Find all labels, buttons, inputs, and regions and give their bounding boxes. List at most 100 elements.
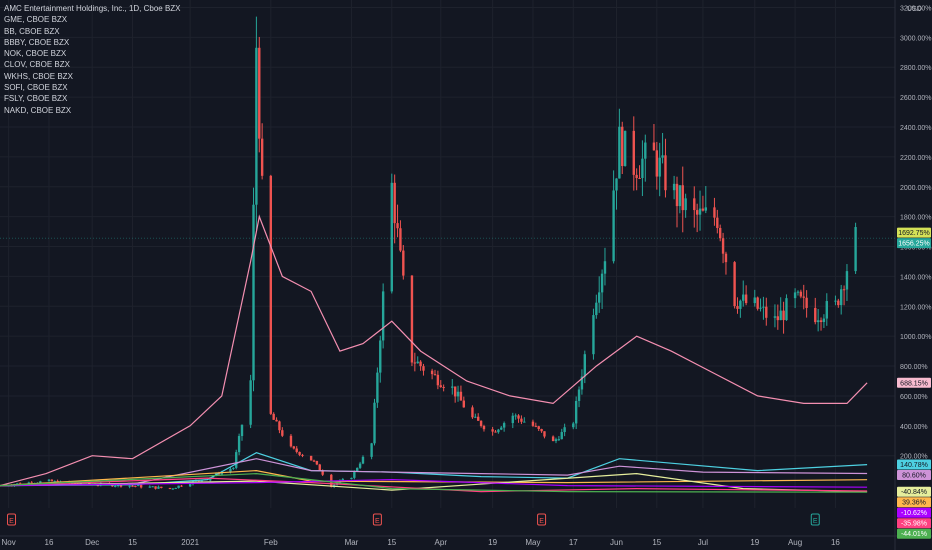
candle-body: [309, 455, 313, 461]
candle-body: [413, 362, 417, 364]
legend-item-sofi[interactable]: SOFI, CBOE BZX: [4, 83, 68, 93]
time-axis[interactable]: Nov 16 Dec 15 2021 Feb Mar 15 Apr 19 May 17 Jun 15 Jul…: [2, 538, 841, 547]
x-tick-label: 15: [652, 538, 661, 547]
candle-body: [583, 354, 587, 377]
x-tick-label: 19: [750, 538, 759, 547]
candle-body: [592, 315, 595, 355]
candle-body: [433, 374, 437, 376]
candle-body: [742, 294, 745, 301]
value-badge: -10.62%: [897, 507, 931, 518]
x-tick-label: 16: [45, 538, 54, 547]
value-badge: 39.36%: [897, 497, 931, 508]
legend-item-gme[interactable]: GME, CBOE BZX: [4, 15, 68, 25]
candle-body: [200, 480, 203, 482]
candle-body: [842, 289, 846, 291]
candle-body: [260, 138, 264, 176]
x-tick-label: Jul: [698, 538, 708, 547]
currency-label: USD: [907, 6, 922, 13]
legend-item-nakd[interactable]: NAKD, CBOE BZX: [4, 105, 72, 115]
candle-body: [361, 456, 365, 464]
y-tick-label: 1200.00%: [900, 304, 932, 311]
candle-body: [494, 431, 497, 433]
x-tick-label: Feb: [264, 538, 278, 547]
candle-body: [50, 479, 54, 482]
candle-body: [410, 275, 414, 363]
candle-body: [39, 481, 42, 483]
chart-legend: AMC Entertainment Holdings, Inc., 1D, Cb…: [4, 3, 181, 116]
candle-body: [753, 297, 756, 304]
candle-body: [623, 130, 627, 167]
candle-body: [681, 185, 684, 211]
candle-body: [471, 407, 474, 418]
candle-body: [128, 485, 131, 487]
legend-item-fsly[interactable]: FSLY, CBOE BZX: [4, 94, 68, 104]
candle-body: [560, 432, 563, 440]
legend-item-nok[interactable]: NOK, CBOE BZX: [4, 49, 67, 59]
earnings-marker-frame: [7, 513, 17, 526]
candle-body: [759, 307, 762, 309]
candle-body: [180, 485, 183, 487]
value-badge-bg: [897, 377, 931, 388]
legend-item-clov[interactable]: CLOV, CBOE BZX: [4, 60, 70, 70]
candle-body: [220, 472, 224, 475]
candle-body: [301, 454, 304, 456]
earnings-marker-frame: [537, 513, 547, 526]
candle-body: [419, 361, 422, 367]
price-axis[interactable]: 3200.00% 3000.00% 2800.00% 2600.00% 2400.00%…: [900, 5, 932, 460]
candle-body: [275, 419, 278, 422]
candle-body: [756, 297, 759, 309]
candle-body: [695, 210, 699, 215]
candle-body: [396, 223, 399, 229]
value-badge-label: 39.36%: [902, 500, 926, 507]
x-tick-label: 17: [569, 538, 578, 547]
legend-title[interactable]: AMC Entertainment Holdings, Inc., 1D, Cb…: [4, 4, 181, 13]
candle-body: [482, 425, 486, 430]
candle-body: [422, 366, 425, 371]
candle-body: [459, 391, 463, 401]
candle-body: [837, 300, 840, 306]
y-tick-label: 1800.00%: [900, 215, 932, 222]
candle-body: [134, 485, 137, 487]
legend-item-bbby[interactable]: BBBY, CBOE BZX: [4, 37, 70, 47]
candle-body: [252, 204, 255, 381]
x-tick-label: Jun: [610, 538, 623, 547]
candle-body: [497, 429, 500, 433]
last-value-badges: 1692.75% 1656.25% 688.15% 140.78% 80.60% -40.…: [897, 227, 931, 539]
candle-body: [174, 487, 177, 489]
candle-body: [358, 463, 362, 468]
earnings-marker-frame: [810, 513, 820, 526]
candle-body: [298, 451, 301, 455]
x-tick-label: 19: [488, 538, 497, 547]
candle-body: [773, 316, 777, 318]
y-tick-label: 1400.00%: [900, 274, 932, 281]
candle-body: [229, 468, 232, 473]
candle-body: [436, 374, 440, 386]
candle-body: [618, 126, 621, 179]
legend-item-bb[interactable]: BB, CBOE BZX: [4, 26, 60, 36]
candle-body: [776, 316, 780, 321]
y-tick-label: 2800.00%: [900, 65, 932, 72]
candle-body: [739, 300, 742, 309]
candle-body: [531, 421, 535, 426]
candle-body: [514, 415, 517, 417]
candle-body: [523, 421, 526, 423]
candle-body: [350, 477, 353, 480]
value-badge-label: 688.15%: [900, 380, 928, 387]
candle-body: [47, 479, 51, 482]
value-badge: -35.98%: [897, 518, 931, 529]
legend-item-wkhs[interactable]: WKHS, CBOE BZX: [4, 71, 73, 81]
candle-body: [151, 486, 154, 488]
candle-body: [672, 183, 676, 191]
candle-body: [834, 300, 837, 302]
candle-body: [661, 155, 664, 158]
candle-body: [278, 421, 281, 431]
x-tick-label: 16: [831, 538, 840, 547]
x-tick-label: May: [525, 538, 540, 547]
candle-body: [232, 467, 235, 469]
candle-body: [615, 178, 618, 191]
candle-body: [701, 208, 705, 211]
candle-body: [819, 320, 823, 323]
candle-body: [698, 208, 702, 215]
value-badge-bg: [897, 528, 931, 539]
